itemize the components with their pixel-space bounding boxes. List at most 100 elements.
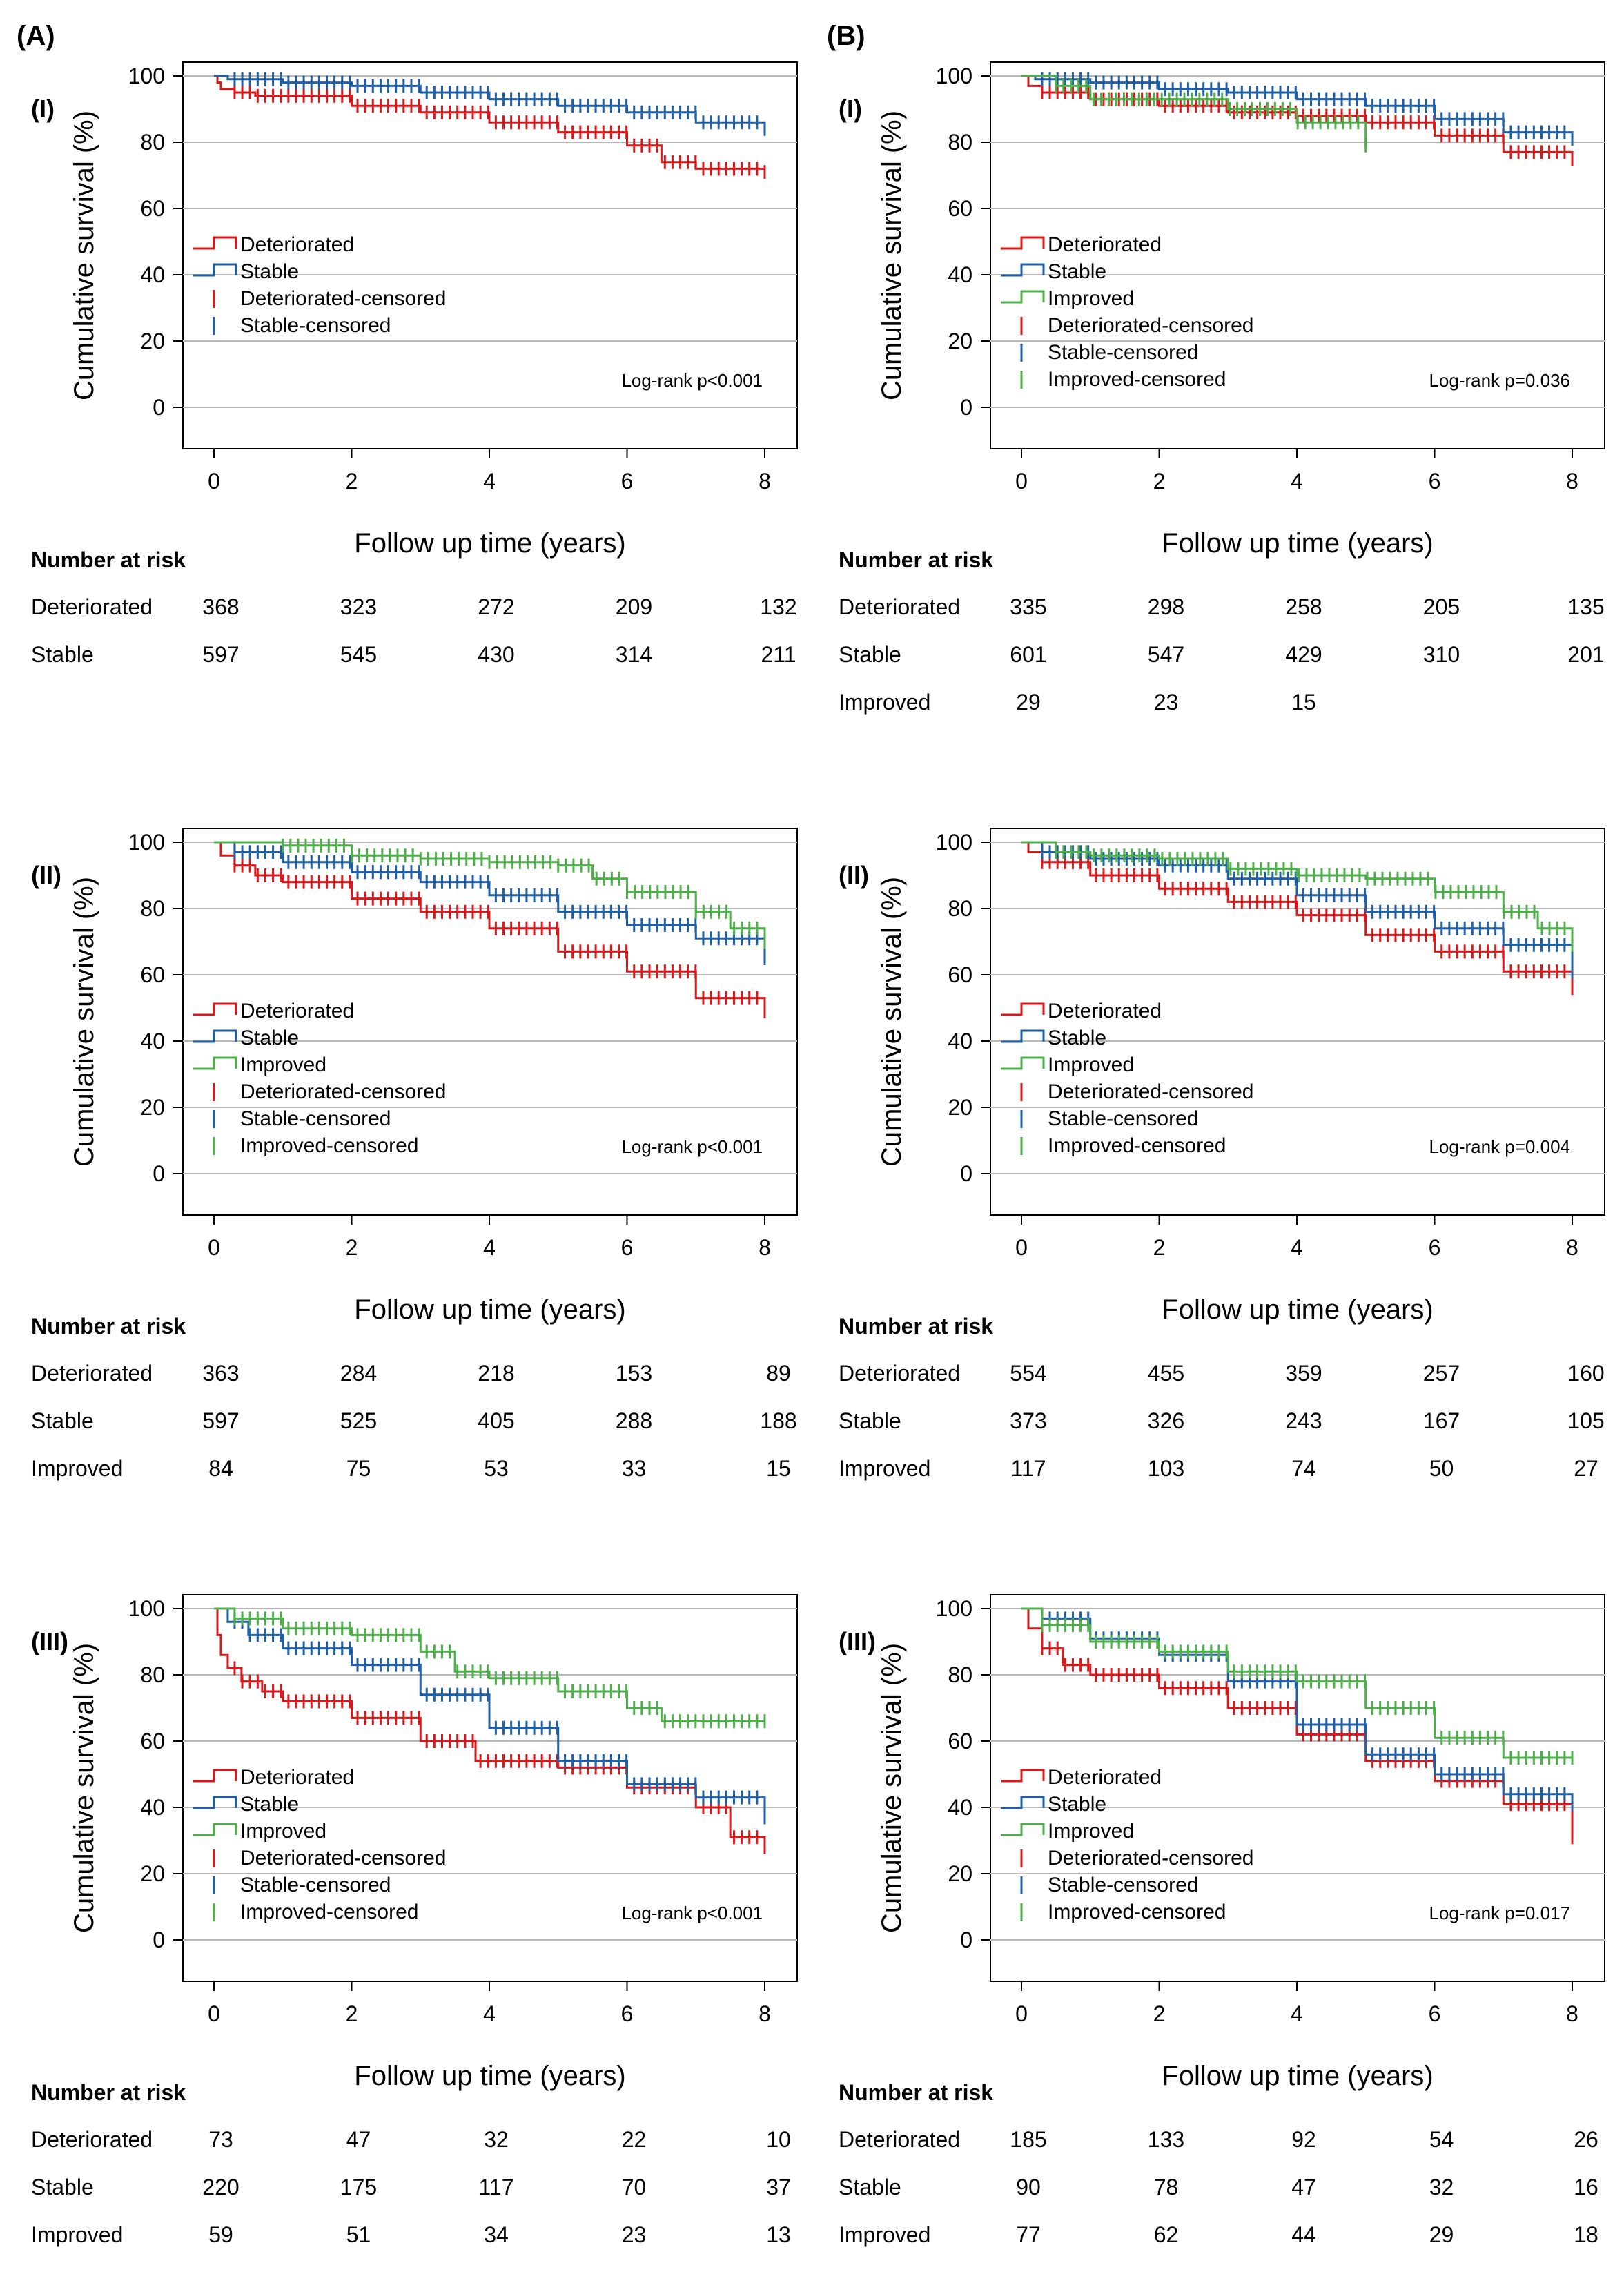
risk-value: 78 bbox=[1154, 2175, 1179, 2199]
legend-step-symbol bbox=[1001, 1769, 1045, 1783]
y-tick-label: 0 bbox=[153, 1927, 165, 1952]
legend-step-symbol bbox=[1001, 1029, 1045, 1043]
series-line-improved bbox=[214, 1607, 765, 1722]
legend-step-symbol bbox=[1001, 1056, 1045, 1070]
risk-table-title: Number at risk bbox=[839, 547, 993, 572]
y-tick-label: 40 bbox=[140, 1795, 165, 1820]
x-tick-label: 6 bbox=[621, 469, 634, 494]
risk-value: 258 bbox=[1285, 594, 1322, 619]
km-chart-B-II: 0 20 40 60 80 100 0 2 4 6 8 Follow up time (years) C… bbox=[839, 828, 1605, 1481]
legend-step-symbol bbox=[193, 1002, 237, 1016]
risk-row-label: Deteriorated bbox=[31, 2127, 153, 2152]
risk-value: 105 bbox=[1567, 1408, 1604, 1433]
x-tick-label: 0 bbox=[1015, 469, 1028, 494]
risk-value: 75 bbox=[346, 1456, 371, 1481]
legend-entry: Stable bbox=[1048, 1793, 1106, 1816]
risk-table-title: Number at risk bbox=[839, 1314, 993, 1339]
y-tick-label: 40 bbox=[140, 262, 165, 287]
legend-entry: Deteriorated bbox=[240, 1000, 354, 1022]
legend-step-symbol bbox=[193, 1056, 237, 1070]
series-line-improved bbox=[1021, 1607, 1572, 1759]
x-tick-label: 8 bbox=[759, 2001, 771, 2026]
risk-value: 314 bbox=[616, 642, 652, 667]
y-tick-label: 0 bbox=[153, 1161, 165, 1186]
risk-value: 455 bbox=[1148, 1361, 1184, 1386]
risk-row-label: Improved bbox=[31, 1456, 123, 1481]
risk-value: 18 bbox=[1574, 2222, 1598, 2247]
risk-value: 175 bbox=[340, 2175, 377, 2199]
y-tick-label: 100 bbox=[128, 1596, 165, 1621]
y-tick-label: 60 bbox=[948, 1729, 972, 1754]
legend-step-symbol bbox=[193, 263, 237, 277]
legend-step-symbol bbox=[1001, 263, 1045, 277]
legend-entry: Deteriorated-censored bbox=[240, 1847, 447, 1869]
x-tick-label: 8 bbox=[1566, 1235, 1578, 1260]
risk-value: 284 bbox=[340, 1361, 377, 1386]
legend-step-symbol bbox=[1001, 236, 1045, 250]
legend-entry: Stable bbox=[240, 1027, 299, 1049]
km-chart-A-II: 0 20 40 60 80 100 0 2 4 6 8 Follow up time (years) C… bbox=[31, 828, 798, 1481]
risk-value: 92 bbox=[1291, 2127, 1316, 2152]
risk-value: 373 bbox=[1010, 1408, 1046, 1433]
risk-row-label: Improved bbox=[839, 690, 930, 715]
risk-value: 601 bbox=[1010, 642, 1046, 667]
legend-entry: Stable-censored bbox=[1048, 1107, 1198, 1130]
x-tick-label: 4 bbox=[483, 469, 496, 494]
y-tick-label: 40 bbox=[948, 1795, 972, 1820]
y-tick-label: 60 bbox=[140, 1729, 165, 1754]
risk-table-title: Number at risk bbox=[839, 2080, 993, 2105]
row-label: (III) bbox=[31, 1627, 68, 1655]
risk-value: 335 bbox=[1010, 594, 1046, 619]
risk-value: 70 bbox=[622, 2175, 647, 2199]
legend-entry: Stable bbox=[240, 260, 299, 283]
risk-value: 547 bbox=[1148, 642, 1184, 667]
risk-value: 10 bbox=[766, 2127, 791, 2152]
legend-entry: Stable bbox=[1048, 1027, 1106, 1049]
x-tick-label: 6 bbox=[621, 2001, 634, 2026]
risk-value: 47 bbox=[1291, 2175, 1316, 2199]
risk-value: 288 bbox=[616, 1408, 652, 1433]
legend-entry: Deteriorated bbox=[240, 233, 354, 256]
risk-value: 47 bbox=[346, 2127, 371, 2152]
km-chart-B-I: 0 20 40 60 80 100 0 2 4 6 8 Follow up time (years) C… bbox=[839, 61, 1605, 715]
logrank-annotation: Log-rank p=0.017 bbox=[1429, 1903, 1570, 1923]
y-tick-label: 80 bbox=[948, 1662, 972, 1687]
legend-entry: Stable bbox=[240, 1793, 299, 1816]
x-tick-label: 2 bbox=[346, 1235, 358, 1260]
risk-value: 363 bbox=[202, 1361, 239, 1386]
risk-value: 33 bbox=[622, 1456, 647, 1481]
legend-entry: Deteriorated-censored bbox=[1048, 314, 1254, 337]
legend-step-symbol bbox=[193, 1823, 237, 1836]
risk-value: 209 bbox=[616, 594, 652, 619]
risk-value: 16 bbox=[1574, 2175, 1598, 2199]
legend-entry: Deteriorated bbox=[1048, 1000, 1162, 1022]
risk-value: 272 bbox=[478, 594, 514, 619]
legend-step-symbol bbox=[193, 1029, 237, 1043]
x-tick-label: 0 bbox=[208, 469, 220, 494]
risk-row-label: Deteriorated bbox=[839, 1361, 960, 1386]
x-tick-label: 6 bbox=[1429, 2001, 1441, 2026]
y-tick-label: 80 bbox=[948, 130, 972, 155]
y-tick-label: 0 bbox=[153, 395, 165, 420]
risk-value: 205 bbox=[1423, 594, 1460, 619]
row-label: (II) bbox=[839, 861, 869, 889]
y-tick-label: 20 bbox=[140, 329, 165, 353]
km-chart-B-III: 0 20 40 60 80 100 0 2 4 6 8 Follow up time (years) C… bbox=[839, 1594, 1605, 2247]
legend-entry: Deteriorated-censored bbox=[240, 287, 447, 310]
y-tick-label: 60 bbox=[948, 962, 972, 987]
risk-value: 257 bbox=[1423, 1361, 1460, 1386]
legend-entry: Improved-censored bbox=[1048, 368, 1226, 391]
legend-entry: Deteriorated bbox=[240, 1766, 354, 1789]
risk-value: 103 bbox=[1148, 1456, 1184, 1481]
legend-entry: Deteriorated bbox=[1048, 233, 1162, 256]
x-axis-label: Follow up time (years) bbox=[354, 528, 625, 559]
y-tick-label: 100 bbox=[936, 64, 972, 88]
risk-row-label: Stable bbox=[31, 1408, 94, 1433]
x-axis-label: Follow up time (years) bbox=[354, 1294, 625, 1325]
legend-entry: Improved-censored bbox=[240, 1134, 418, 1157]
risk-value: 133 bbox=[1148, 2127, 1184, 2152]
y-tick-label: 100 bbox=[128, 64, 165, 88]
risk-value: 117 bbox=[478, 2175, 513, 2199]
y-tick-label: 20 bbox=[140, 1095, 165, 1120]
risk-value: 32 bbox=[1429, 2175, 1454, 2199]
